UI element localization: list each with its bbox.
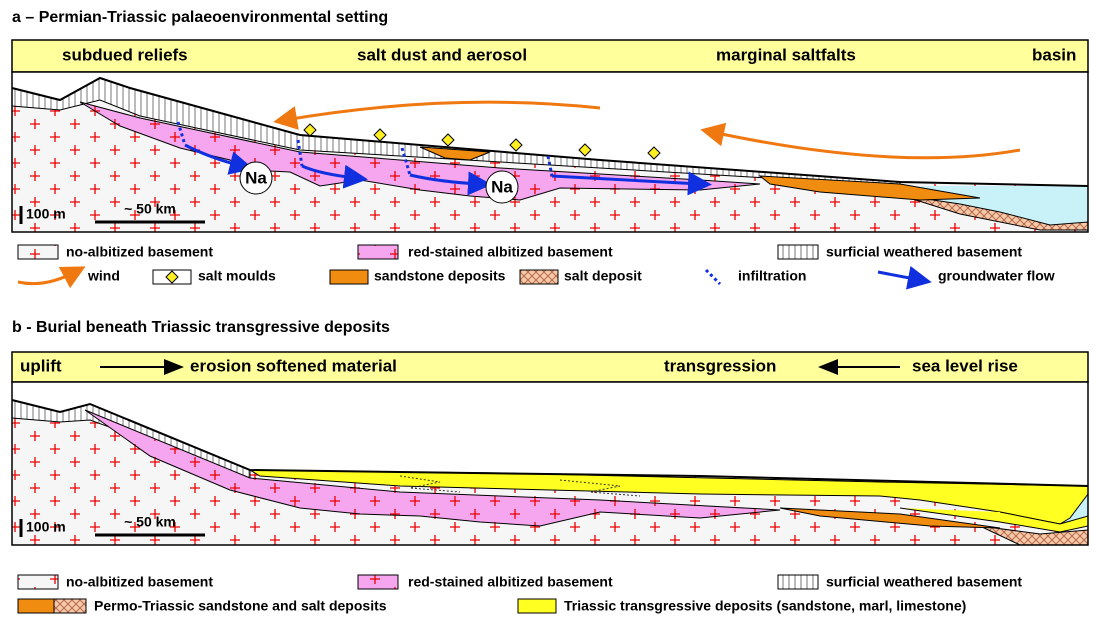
legend-swatch [518,599,556,613]
legend-swatch [778,575,818,589]
legend-swatch [54,599,86,613]
cross-section: Na Na 100 m ~ 50 km [12,72,1088,232]
legend-label: infiltration [738,268,806,284]
scale-label: 100 m [26,519,66,535]
legend-swatch [18,575,58,589]
header-label: subdued reliefs [62,45,188,64]
legend-swatch [358,245,398,259]
legend-label: sandstone deposits [374,268,506,284]
scale-label: 100 m [26,206,66,222]
na-label: Na [491,177,513,196]
legend-label: groundwater flow [938,268,1055,284]
panel-title: a – Permian-Triassic palaeoenvironmental… [12,9,388,26]
legend-swatch [878,272,920,280]
header-label: sea level rise [912,356,1018,375]
header-label: erosion softened material [190,356,397,375]
legend-label: Permo-Triassic sandstone and salt deposi… [94,598,387,614]
legend-label: wind [87,268,120,284]
legend-label: surficial weathered basement [826,244,1022,260]
legend-swatch [18,245,58,259]
legend-label: red-stained albitized basement [408,244,613,260]
header-label: uplift [20,356,62,375]
legend-label: no-albitized basement [66,574,213,590]
legend-label: salt deposit [564,268,642,284]
legend: no-albitized basement red-stained albiti… [18,244,1055,284]
legend-swatch [778,245,818,259]
legend-label: Triassic transgressive deposits (sandsto… [564,598,966,614]
legend-swatch [330,270,368,284]
header-label: marginal saltfalts [716,45,856,64]
legend-label: salt moulds [198,268,276,284]
legend-swatch [358,575,398,589]
legend-swatch [18,599,54,613]
panel-title: b - Burial beneath Triassic transgressiv… [12,319,390,336]
legend-label: red-stained albitized basement [408,574,613,590]
cross-section: 100 m ~ 50 km [12,382,1088,545]
scale-label: ~ 50 km [124,201,176,217]
legend-label: no-albitized basement [66,244,213,260]
legend-swatch [520,270,558,284]
figure: a – Permian-Triassic palaeoenvironmental… [0,0,1097,618]
legend-label: surficial weathered basement [826,574,1022,590]
header-label: transgression [664,356,776,375]
legend-swatch [18,272,75,284]
legend-swatch [706,270,720,284]
header-label: basin [1032,45,1076,64]
header-label: salt dust and aerosol [357,45,527,64]
na-label: Na [245,168,267,187]
scale-label: ~ 50 km [124,514,176,530]
legend: no-albitized basement red-stained albiti… [18,574,1022,614]
